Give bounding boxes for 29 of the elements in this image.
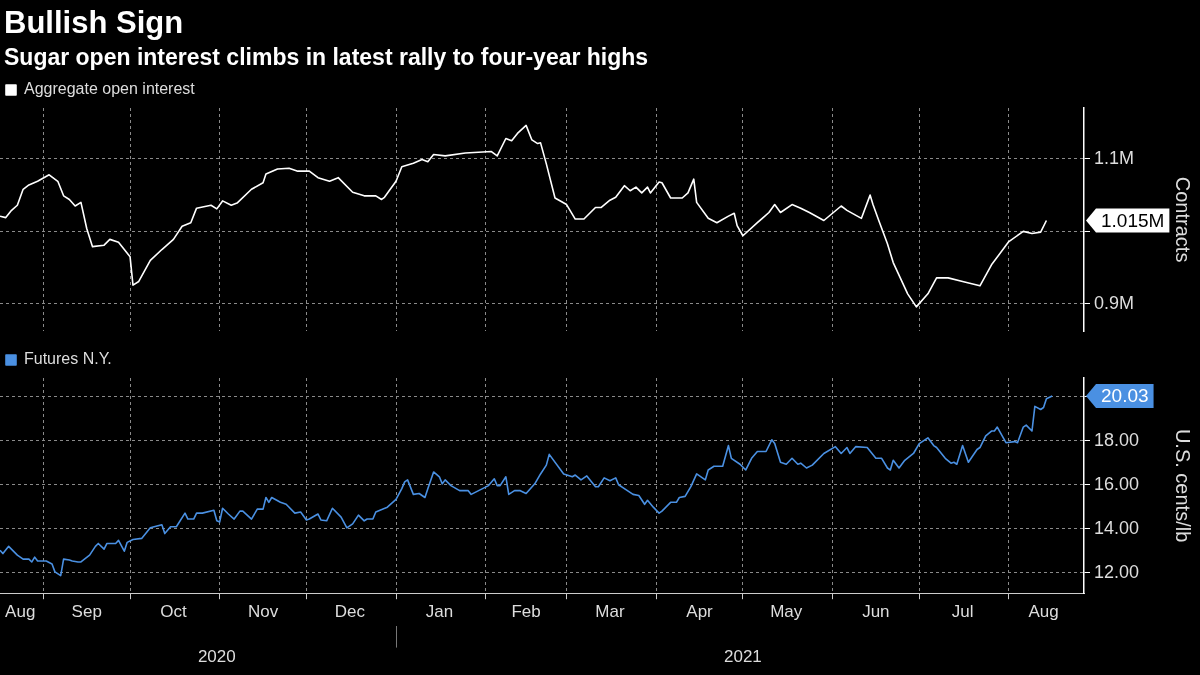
- y-tick-label: 12.00: [1094, 561, 1140, 582]
- y-tick-label: 16.00: [1094, 473, 1140, 494]
- annotation: 1.015M: [1101, 209, 1165, 231]
- x-tick-label: May: [770, 602, 803, 622]
- x-tick-label: Jan: [425, 602, 454, 622]
- y-tick-label: 14.00: [1094, 517, 1140, 538]
- x-tick-label: Feb: [511, 602, 541, 622]
- chart-subtitle: Sugar open interest climbs in latest rally to four-year highs: [3, 43, 650, 72]
- y-tick-label: 0.9M: [1094, 292, 1135, 313]
- x2-tick-label: 2020: [197, 647, 236, 667]
- x2-tick-label: 2021: [723, 647, 762, 667]
- x-tick-label: Apr: [686, 602, 714, 622]
- x-tick-label: Aug: [5, 602, 36, 622]
- x-tick-label: Oct: [160, 602, 187, 622]
- x-tick-label: Nov: [247, 602, 279, 622]
- x-tick-label: Dec: [334, 602, 366, 622]
- chart-title: Bullish Sign: [3, 4, 185, 42]
- x-tick-label: Mar: [595, 602, 625, 622]
- x-tick-label: Sep: [71, 602, 102, 622]
- y-axis-title: Contracts: [1172, 176, 1195, 263]
- x-tick-label: Jun: [862, 602, 890, 622]
- x-tick-label: Jul: [951, 602, 974, 622]
- x-tick-label: Aug: [1028, 602, 1059, 622]
- y-tick-label: 1.1M: [1094, 147, 1135, 168]
- y-tick-label: 18.00: [1094, 429, 1140, 450]
- y-axis-title: U.S. cents/lb: [1172, 428, 1195, 543]
- legend-label: Futures N.Y.: [24, 350, 112, 368]
- annotation: 20.03: [1101, 385, 1149, 407]
- legend-label: Aggregate open interest: [24, 80, 196, 98]
